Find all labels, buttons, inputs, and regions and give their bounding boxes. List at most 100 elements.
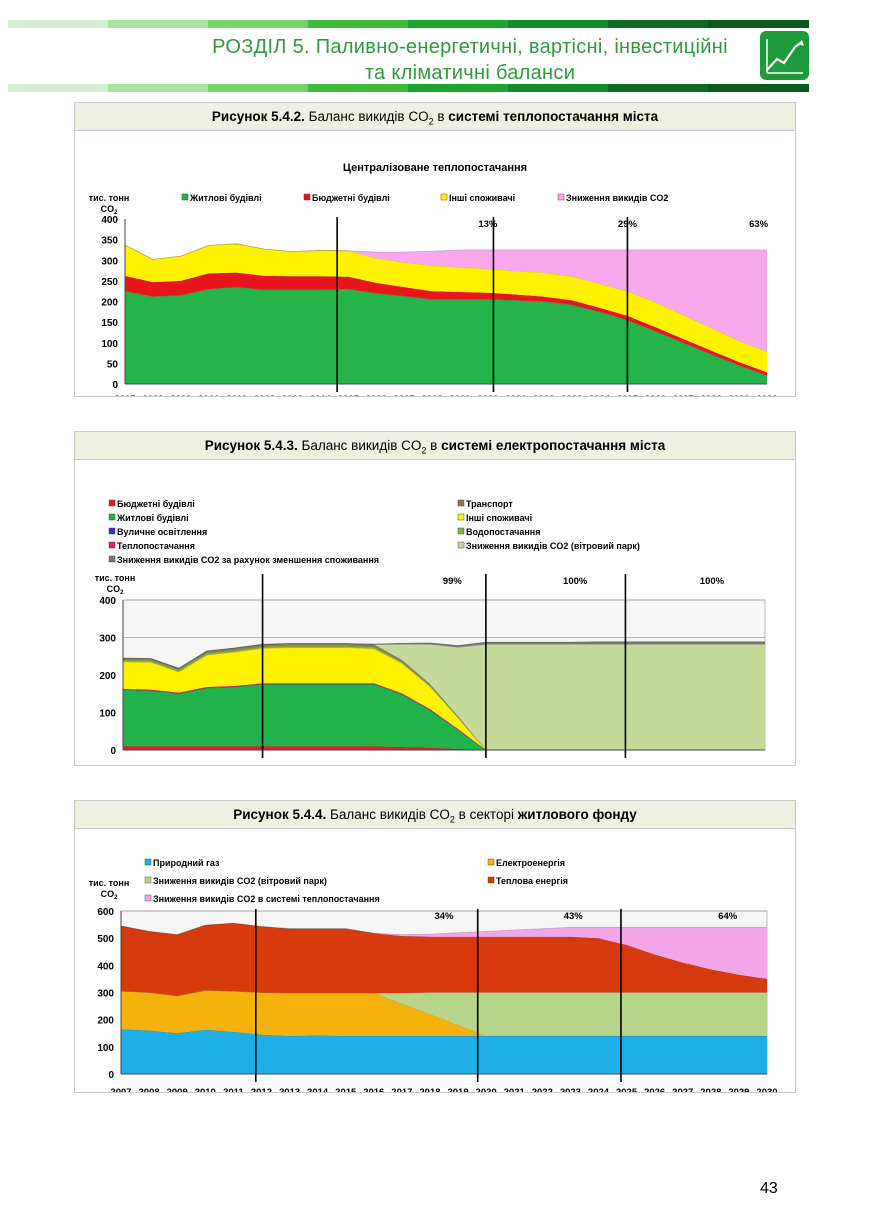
y-axis-label-unit: CO2: [107, 584, 125, 596]
page-number: 43: [760, 1180, 778, 1197]
x-tick-label: 2017: [394, 394, 415, 396]
x-tick-label: 2008: [139, 1087, 160, 1092]
header-band-segment: [408, 20, 509, 28]
x-tick-label: 2014: [307, 1087, 329, 1092]
x-tick-label: 2015: [335, 1087, 357, 1092]
header-band-segment: [508, 84, 609, 92]
series-area-0: [123, 746, 765, 750]
series-area-4: [123, 647, 765, 750]
x-tick-label: 2022: [533, 394, 554, 396]
figure-title-sub: 2: [428, 116, 434, 127]
figure-title-text: Баланс викидів CO: [326, 807, 450, 822]
x-tick-label: 2010: [198, 394, 219, 396]
legend-label: Бюджетні будівлі: [312, 193, 390, 203]
legend-swatch: [487, 858, 495, 866]
x-tick-label: 2019: [449, 394, 470, 396]
y-tick-label: 300: [99, 634, 116, 645]
legend-label: Зниження викидів CO2 (вітровий парк): [466, 541, 640, 551]
y-tick-label: 200: [97, 1016, 114, 1027]
figure-title: Рисунок 5.4.4. Баланс викидів CO2 в сект…: [75, 801, 795, 829]
legend-swatch: [144, 858, 152, 866]
x-tick-label: 2029: [727, 764, 748, 765]
x-tick-label: 2019: [447, 764, 468, 765]
x-tick-label: 2014: [308, 764, 330, 765]
legend-swatch: [457, 499, 465, 507]
x-tick-label: 2023: [561, 394, 582, 396]
y-tick-label: 350: [101, 236, 118, 247]
figure-title-mid: в: [426, 438, 442, 453]
x-tick-label: 2009: [170, 394, 191, 396]
y-axis-label: тис. тонн: [89, 878, 130, 888]
figure-number: Рисунок 5.4.4.: [233, 807, 327, 822]
figure-5-4-4-panel: Рисунок 5.4.4. Баланс викидів CO2 в сект…: [74, 800, 796, 1093]
percent-annotation: 34%: [434, 911, 454, 922]
legend-swatch: [144, 876, 152, 884]
series-area-2: [125, 243, 767, 373]
legend-swatch: [108, 541, 116, 549]
x-tick-label: 2012: [252, 764, 273, 765]
figure-title: Рисунок 5.4.3. Баланс викидів CO2 в сист…: [75, 432, 795, 460]
x-tick-label: 2018: [421, 394, 442, 396]
legend-label: Зниження викидів CO2 в системі теплопост…: [153, 894, 380, 904]
legend-swatch: [457, 541, 465, 549]
header-band-bottom: [8, 84, 809, 92]
growth-chart-icon: [760, 31, 809, 80]
y-tick-label: 300: [101, 256, 118, 267]
y-axis-label-unit: CO2: [101, 889, 119, 901]
figure-title-sub: 2: [449, 814, 455, 825]
x-tick-label: 2030: [754, 764, 775, 765]
y-tick-label: 200: [101, 298, 118, 309]
y-axis-label: тис. тонн: [89, 193, 130, 203]
figure-5-4-3-panel: Рисунок 5.4.3. Баланс викидів CO2 в сист…: [74, 431, 796, 766]
figure-5-4-2-panel: Рисунок 5.4.2. Баланс викидів CO2 в сист…: [74, 102, 796, 397]
legend-label: Бюджетні будівлі: [117, 499, 195, 509]
legend-swatch: [108, 513, 116, 521]
percent-annotation: 63%: [749, 219, 769, 230]
series-area-1: [125, 272, 767, 376]
legend-label: Інші споживачі: [449, 193, 515, 203]
header-band-segment: [408, 84, 509, 92]
x-tick-label: 2007: [110, 1087, 131, 1092]
x-tick-label: 2026: [643, 764, 664, 765]
y-tick-label: 0: [112, 380, 118, 391]
x-tick-label: 2024: [589, 394, 611, 396]
legend-swatch: [487, 876, 495, 884]
section-title-line1: РОЗДІЛ 5. Паливно-енергетичні, вартісні,…: [212, 36, 728, 58]
y-tick-label: 50: [107, 359, 119, 370]
x-tick-label: 2025: [615, 764, 637, 765]
y-tick-label: 100: [101, 339, 118, 350]
header-band-segment: [8, 20, 109, 28]
x-tick-label: 2009: [168, 764, 189, 765]
series-edge-8: [122, 641, 765, 669]
x-tick-label: 2016: [366, 394, 387, 396]
legend-swatch: [144, 894, 152, 902]
figure-title-sub: 2: [421, 445, 427, 456]
figure-title-text: Баланс викидів CO: [304, 109, 429, 124]
x-tick-label: 2010: [195, 1087, 216, 1092]
y-tick-label: 500: [97, 934, 114, 945]
x-tick-label: 2020: [477, 394, 498, 396]
x-tick-label: 2020: [476, 1087, 497, 1092]
x-tick-label: 2018: [419, 1087, 440, 1092]
section-title-line2: та кліматичні баланси: [364, 62, 576, 84]
figure-title-mid: в: [433, 109, 449, 124]
header-band-segment: [108, 20, 209, 28]
header-band-top: [8, 20, 809, 28]
series-area-3: [125, 243, 767, 352]
legend-label: Водопостачання: [466, 527, 540, 537]
x-tick-label: 2009: [167, 1087, 188, 1092]
header-band-segment: [8, 84, 109, 92]
x-tick-label: 2016: [364, 764, 385, 765]
figure-title-bold: системі електропостачання міста: [441, 438, 666, 453]
x-tick-label: 2026: [645, 394, 666, 396]
x-tick-label: 2013: [279, 1087, 300, 1092]
x-tick-label: 2020: [475, 764, 496, 765]
series-edge-4: [120, 922, 767, 936]
x-tick-label: 2028: [700, 1087, 721, 1092]
legend-label: Інші споживачі: [466, 513, 532, 523]
x-tick-label: 2025: [616, 1087, 638, 1092]
header-band-segment: [308, 20, 409, 28]
percent-annotation: 29%: [618, 219, 638, 230]
x-tick-label: 2024: [587, 764, 609, 765]
legend-swatch: [457, 513, 465, 521]
